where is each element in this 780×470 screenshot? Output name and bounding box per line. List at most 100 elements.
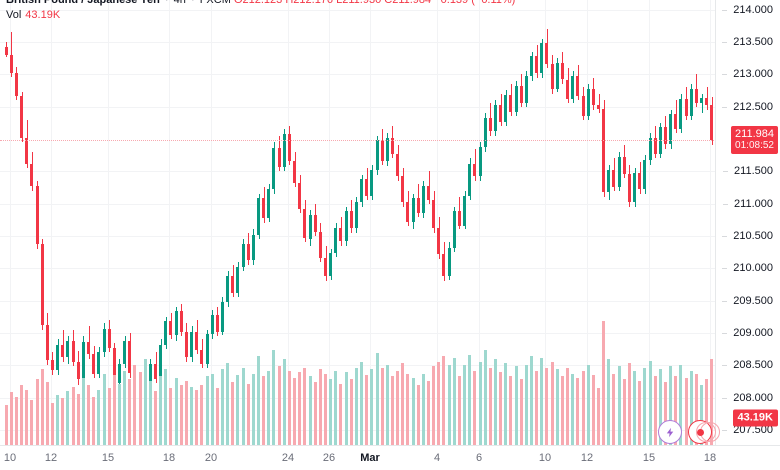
grid-line-horizontal bbox=[0, 332, 716, 334]
time-tick-label: Mar bbox=[360, 452, 380, 464]
volume-bar bbox=[15, 396, 18, 446]
candle-body bbox=[154, 363, 157, 380]
volume-bar bbox=[463, 364, 466, 446]
candle-body bbox=[561, 62, 564, 80]
replay-record-icon bbox=[696, 428, 704, 436]
volume-bar bbox=[417, 385, 420, 446]
volume-bar bbox=[180, 385, 183, 446]
grid-line-horizontal bbox=[0, 9, 716, 11]
candle-wick bbox=[599, 93, 600, 114]
volume-bar bbox=[144, 359, 147, 446]
candle-body bbox=[360, 179, 363, 203]
volume-bar bbox=[133, 364, 136, 446]
grid-line-vertical bbox=[437, 0, 438, 446]
candle-body bbox=[77, 361, 80, 380]
volume-bar bbox=[561, 376, 564, 446]
volume-bar bbox=[556, 369, 559, 446]
candle-body bbox=[649, 137, 652, 160]
volume-bar bbox=[272, 350, 275, 446]
candle-body bbox=[25, 137, 28, 164]
volume-bar bbox=[77, 393, 80, 446]
volume-bar bbox=[267, 370, 270, 446]
candle-body bbox=[66, 340, 69, 358]
candle-body bbox=[463, 195, 466, 226]
current-price-badge[interactable]: 211.984 01:08:52 bbox=[731, 126, 778, 154]
candle-body bbox=[108, 329, 111, 349]
volume-bar bbox=[535, 370, 538, 446]
volume-bar bbox=[334, 370, 337, 446]
candle-body bbox=[530, 56, 533, 76]
bar-countdown-timer: 01:08:52 bbox=[735, 140, 774, 151]
candle-body bbox=[257, 198, 260, 235]
volume-bar bbox=[339, 383, 342, 446]
price-tick-label: 211.000 bbox=[723, 198, 773, 210]
volume-bar bbox=[427, 380, 430, 446]
candle-body bbox=[437, 228, 440, 254]
volume-bar bbox=[520, 379, 523, 446]
grid-line-horizontal bbox=[0, 203, 716, 205]
volume-bar bbox=[61, 398, 64, 446]
candle-body bbox=[602, 109, 605, 192]
volume-bar bbox=[587, 364, 590, 446]
volume-bar bbox=[242, 367, 245, 446]
candle-body bbox=[525, 75, 528, 103]
volume-bar bbox=[376, 353, 379, 446]
price-tick-mark bbox=[722, 106, 728, 108]
price-tick-label: 213.000 bbox=[722, 68, 773, 80]
grid-line-horizontal bbox=[0, 397, 716, 399]
time-scale[interactable]: 10 12 15 18 20 24 26 Mar 4 6 10 12 15 18 bbox=[0, 445, 780, 470]
candle-body bbox=[479, 146, 482, 177]
volume-bar bbox=[164, 369, 167, 446]
volume-bar bbox=[530, 356, 533, 446]
volume-bar bbox=[458, 376, 461, 446]
price-tick-label: 208.000 bbox=[722, 392, 773, 404]
grid-line-vertical bbox=[649, 0, 650, 446]
grid-line-vertical bbox=[370, 0, 371, 446]
candle-body bbox=[262, 198, 265, 218]
time-tick-label: 24 bbox=[281, 452, 295, 464]
volume-bar bbox=[453, 357, 456, 446]
volume-bar bbox=[401, 363, 404, 446]
volume-bar bbox=[319, 369, 322, 446]
candle-body bbox=[103, 329, 106, 353]
volume-bar bbox=[602, 320, 605, 446]
candle-body bbox=[324, 257, 327, 276]
time-tick-label: 15 bbox=[101, 452, 115, 464]
candle-body bbox=[473, 163, 476, 177]
grid-line-horizontal bbox=[0, 235, 716, 237]
candle-body bbox=[278, 148, 281, 168]
grid-line-vertical bbox=[288, 0, 289, 446]
candle-body bbox=[200, 349, 203, 364]
volume-bar bbox=[103, 373, 106, 446]
volume-bar bbox=[618, 366, 621, 446]
price-tick-mark bbox=[722, 42, 728, 43]
candle-body bbox=[113, 348, 116, 384]
candle-body bbox=[427, 185, 430, 200]
volume-value-badge[interactable]: 43.19K bbox=[732, 409, 778, 427]
candle-body bbox=[221, 301, 224, 332]
volume-bar bbox=[221, 369, 224, 446]
candle-body bbox=[206, 334, 209, 364]
candle-body bbox=[628, 173, 631, 203]
volume-bar bbox=[262, 376, 265, 446]
grid-line-vertical bbox=[51, 0, 52, 446]
price-tick-mark bbox=[722, 397, 728, 399]
volume-bar bbox=[576, 377, 579, 446]
volume-bar bbox=[20, 385, 23, 446]
candle-body bbox=[401, 176, 404, 203]
candle-body bbox=[118, 363, 121, 384]
candle-body bbox=[376, 140, 379, 170]
bar-replay-button[interactable] bbox=[688, 420, 720, 444]
volume-bar bbox=[345, 372, 348, 446]
grid-line-vertical bbox=[587, 0, 588, 446]
candle-body bbox=[339, 228, 342, 242]
quick-trade-bolt-button[interactable] bbox=[658, 420, 682, 444]
price-chart-plot[interactable] bbox=[0, 0, 716, 446]
volume-bar bbox=[690, 370, 693, 446]
volume-bar bbox=[303, 367, 306, 446]
price-scale[interactable]: 214.000 213.500 213.000 212.500 211.500 211.0… bbox=[715, 0, 780, 446]
grid-line-horizontal bbox=[0, 429, 716, 431]
candle-body bbox=[211, 314, 214, 335]
volume-bar bbox=[540, 357, 543, 446]
candle-body bbox=[97, 352, 100, 375]
